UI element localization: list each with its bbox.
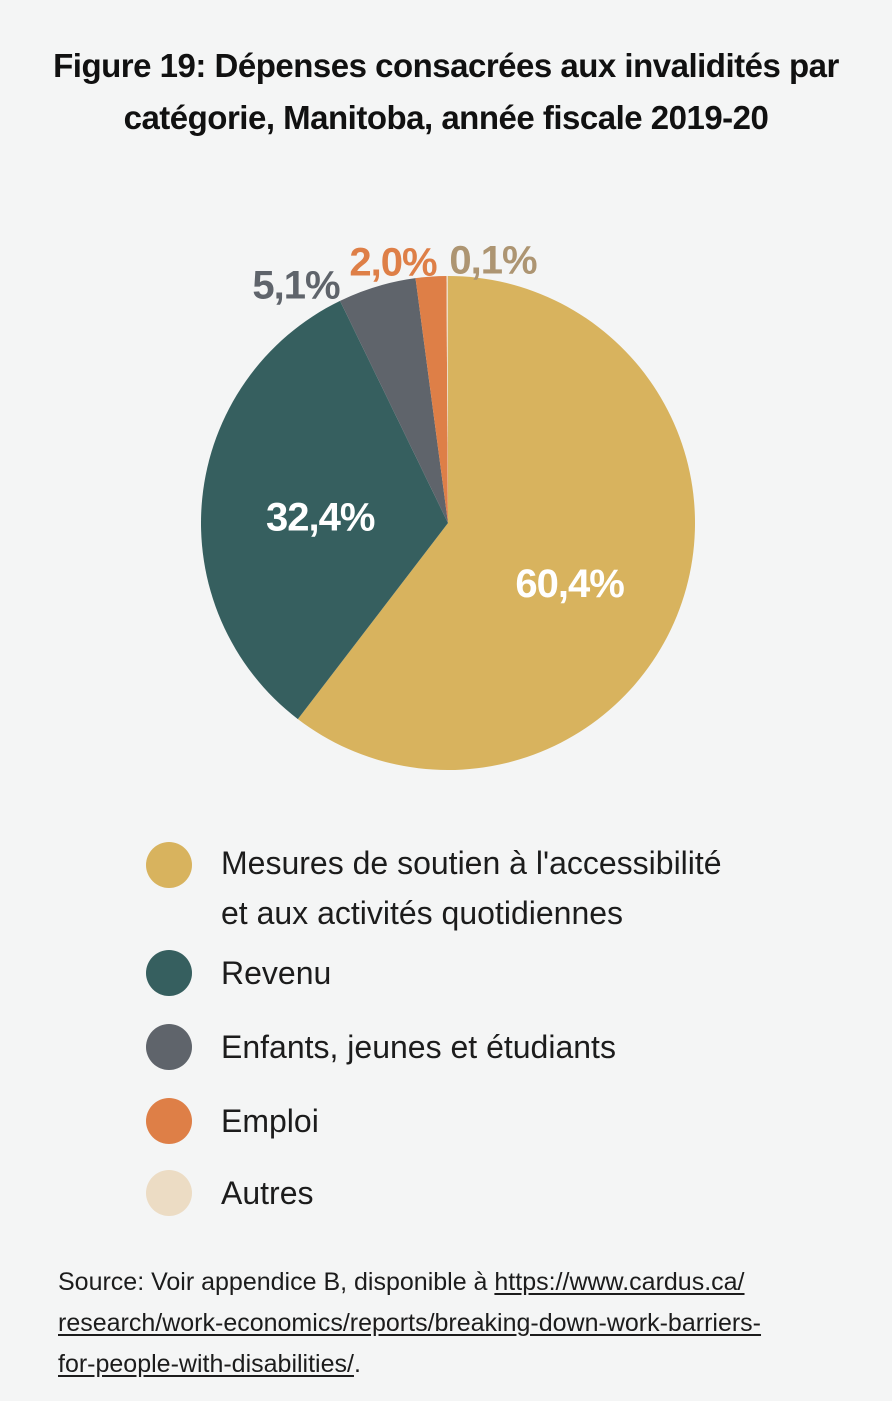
legend-label-autres: Autres — [221, 1175, 314, 1211]
source-link-line-3[interactable]: for-people-with-disabilities/ — [58, 1350, 354, 1378]
title-line-1: Figure 19: Dépenses consacrées aux inval… — [53, 47, 839, 84]
pie-slice-revenu — [200, 300, 448, 720]
data-label-revenu: 32,4% — [266, 496, 375, 540]
legend-label-accessibilite: Mesures de soutien à l'accessibilité et … — [221, 838, 781, 938]
legend-label-line-1: Mesures de soutien à l'accessibilité — [221, 845, 722, 881]
legend-swatch-emploi — [146, 1098, 192, 1144]
source-suffix: . — [353, 1350, 361, 1378]
pie-slice-autres — [446, 276, 448, 523]
legend-swatch-autres — [146, 1170, 192, 1216]
data-label-emploi: 2,0% — [349, 241, 437, 285]
title-line-2: catégorie, Manitoba, année fiscale 2019-… — [123, 99, 769, 136]
legend-label-revenu: Revenu — [221, 955, 332, 991]
source-note: Source: Voir appendice B, disponible à h… — [58, 1262, 858, 1385]
legend-label-line-2: et aux activités quotidiennes — [221, 895, 624, 931]
legend-label-enfants: Enfants, jeunes et étudiants — [221, 1029, 616, 1065]
source-link-line-2[interactable]: research/work-economics/reports/breaking… — [58, 1309, 762, 1337]
source-link-line-1[interactable]: https://www.cardus.ca/ — [494, 1268, 745, 1296]
legend-swatch-accessibilite — [146, 842, 192, 888]
legend-label-emploi: Emploi — [221, 1103, 319, 1139]
pie-slice-emploi — [415, 276, 448, 523]
pie-chart: 60,4% 32,4% 5,1%2,0% 0,1% — [200, 239, 695, 770]
source-link[interactable]: https://www.cardus.ca/research/work-econ… — [58, 1268, 858, 1378]
data-label-enfants: 5,1% — [252, 264, 340, 308]
source-prefix: Source: Voir appendice B, disponible à — [58, 1268, 495, 1296]
pie-slice-enfants — [340, 278, 448, 523]
data-label-autres: 0,1% — [449, 239, 537, 283]
page-title: Figure 19: Dépenses consacrées aux inval… — [20, 40, 872, 144]
pie-slice-accessibilite — [297, 276, 695, 770]
legend-swatch-enfants — [146, 1024, 192, 1070]
legend-swatch-revenu — [146, 950, 192, 996]
data-label-accessibilite: 60,4% — [515, 562, 624, 606]
